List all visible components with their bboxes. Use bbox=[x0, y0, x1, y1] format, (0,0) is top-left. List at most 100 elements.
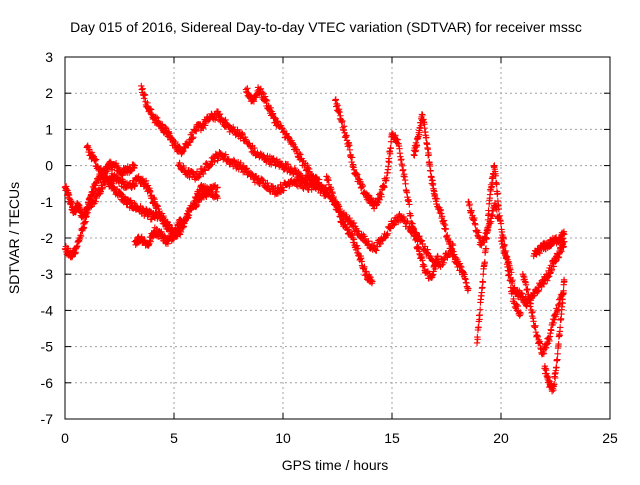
data-point bbox=[475, 323, 482, 331]
data-point bbox=[386, 150, 394, 158]
data-point bbox=[84, 209, 91, 216]
chart-title: Day 015 of 2016, Sidereal Day-to-day VTE… bbox=[70, 19, 582, 35]
data-point bbox=[214, 184, 221, 191]
data-point bbox=[534, 333, 541, 341]
data-point bbox=[339, 117, 346, 125]
data-point bbox=[131, 182, 139, 189]
data-point bbox=[348, 154, 356, 161]
data-point bbox=[476, 311, 484, 319]
data-point bbox=[177, 216, 184, 224]
data-point bbox=[560, 287, 567, 294]
data-point bbox=[242, 166, 249, 173]
data-point bbox=[243, 165, 251, 172]
data-point bbox=[361, 263, 368, 270]
data-point bbox=[346, 214, 353, 222]
data-point bbox=[270, 155, 277, 162]
data-point bbox=[471, 214, 478, 222]
data-point bbox=[440, 259, 447, 267]
x-tick-label: 0 bbox=[61, 430, 69, 446]
data-point bbox=[222, 116, 229, 124]
data-point bbox=[548, 327, 555, 334]
data-point bbox=[377, 240, 384, 248]
data-point bbox=[424, 145, 432, 153]
data-point bbox=[451, 251, 458, 258]
data-point bbox=[429, 257, 436, 264]
data-point bbox=[334, 102, 341, 109]
data-point bbox=[310, 184, 317, 191]
data-point bbox=[257, 85, 265, 92]
data-point bbox=[267, 104, 274, 112]
data-point bbox=[305, 165, 313, 173]
data-point bbox=[99, 170, 107, 178]
data-point bbox=[425, 151, 432, 159]
data-point bbox=[195, 174, 202, 181]
data-point bbox=[417, 122, 425, 129]
data-point bbox=[448, 245, 456, 253]
series-arc-15 bbox=[530, 228, 568, 260]
x-tick-label: 20 bbox=[493, 430, 509, 446]
data-point bbox=[540, 280, 548, 288]
data-point bbox=[221, 152, 228, 160]
data-point bbox=[427, 167, 434, 175]
data-point bbox=[476, 234, 483, 241]
data-layer bbox=[61, 82, 568, 395]
data-point bbox=[485, 210, 493, 218]
data-point bbox=[434, 252, 441, 260]
data-point bbox=[152, 113, 159, 121]
data-point bbox=[545, 273, 553, 280]
data-point bbox=[158, 228, 165, 235]
data-point bbox=[234, 126, 241, 133]
data-point bbox=[484, 226, 491, 233]
series-arc-8 bbox=[332, 96, 441, 282]
data-point bbox=[251, 144, 258, 152]
data-point bbox=[172, 138, 179, 146]
y-tick-label: -4 bbox=[41, 302, 54, 318]
data-point bbox=[475, 229, 482, 236]
data-point bbox=[440, 217, 448, 224]
data-point bbox=[524, 285, 531, 293]
data-point bbox=[553, 364, 560, 371]
data-point bbox=[285, 134, 292, 141]
data-point bbox=[154, 203, 162, 210]
data-point bbox=[495, 205, 503, 213]
data-point bbox=[81, 219, 88, 226]
data-point bbox=[433, 195, 441, 203]
data-point bbox=[280, 187, 287, 194]
series-arc-10 bbox=[410, 111, 472, 294]
data-point bbox=[190, 169, 197, 177]
data-point bbox=[554, 356, 561, 363]
data-point bbox=[180, 164, 188, 172]
data-point bbox=[213, 188, 220, 196]
data-point bbox=[263, 97, 271, 105]
data-point bbox=[508, 269, 515, 276]
data-point bbox=[479, 278, 487, 286]
data-point bbox=[264, 179, 271, 187]
data-point bbox=[465, 285, 472, 292]
data-point bbox=[502, 247, 509, 255]
data-point bbox=[309, 183, 317, 190]
series-arc-7 bbox=[242, 84, 457, 273]
data-point bbox=[315, 176, 323, 183]
data-point bbox=[501, 242, 508, 249]
data-point bbox=[139, 85, 146, 92]
data-point bbox=[392, 132, 399, 139]
data-point bbox=[385, 159, 393, 166]
series-arc-13 bbox=[497, 234, 568, 310]
data-point bbox=[359, 182, 367, 190]
data-point bbox=[237, 159, 244, 167]
y-tick-label: -2 bbox=[41, 230, 54, 246]
data-point bbox=[488, 183, 495, 190]
series-arc-5 bbox=[138, 82, 330, 200]
data-point bbox=[238, 129, 246, 137]
data-point bbox=[430, 268, 437, 275]
data-point bbox=[483, 235, 490, 242]
series-arc-14 bbox=[519, 271, 566, 358]
data-point bbox=[131, 162, 138, 169]
data-point bbox=[476, 306, 484, 313]
data-point bbox=[487, 218, 495, 225]
data-point bbox=[412, 147, 419, 154]
data-point bbox=[365, 237, 372, 245]
data-point bbox=[419, 257, 426, 264]
